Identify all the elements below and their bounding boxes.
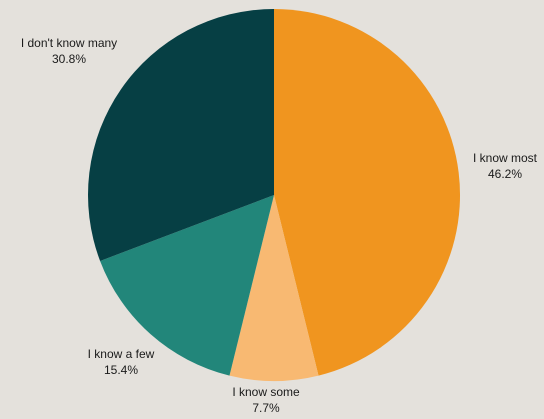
pie-slice-i-know-most [274,8,461,376]
pie-slice-i-don-t-know-many [88,9,274,261]
pie-slice-i-know-some [229,195,319,382]
slice-label: I know a few [88,347,155,361]
pie-slice-i-know-a-few [100,195,274,376]
slice-label: I don't know many [21,36,117,50]
slice-value-label: 15.4% [104,363,138,377]
slice-value-label: 30.8% [52,52,86,66]
pie-slices [88,8,461,382]
slice-label: I know most [473,151,538,165]
slice-value-label: 46.2% [488,167,522,181]
slice-label: I know some [232,385,300,399]
pie-labels: I know most 46.2% I know some 7.7% I know a … [21,36,538,415]
slice-value-label: 7.7% [252,401,280,415]
